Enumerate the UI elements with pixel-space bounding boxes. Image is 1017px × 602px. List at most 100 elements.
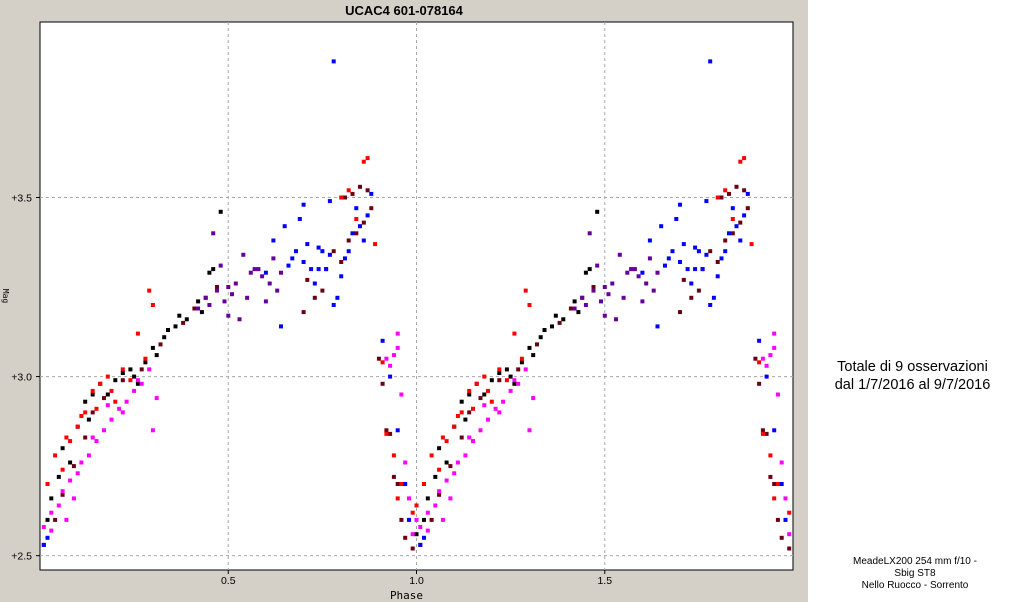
data-point [94, 439, 99, 444]
data-point [339, 195, 344, 200]
data-point [64, 517, 69, 522]
data-point [79, 414, 84, 418]
data-point [380, 338, 385, 343]
data-point [290, 256, 295, 261]
data-point [45, 535, 50, 540]
data-point [455, 414, 460, 418]
data-point [455, 460, 460, 465]
data-point [391, 453, 396, 458]
data-point [60, 489, 65, 494]
data-point [557, 320, 562, 325]
data-point [120, 378, 125, 383]
data-point [768, 353, 773, 358]
data-point [102, 428, 106, 433]
data-point [354, 217, 359, 221]
data-point [147, 288, 152, 293]
data-point [196, 299, 201, 304]
data-point [316, 245, 321, 250]
data-point [343, 195, 347, 200]
data-point [399, 392, 404, 397]
data-point [772, 331, 777, 336]
data-point [177, 313, 182, 318]
data-point [320, 249, 325, 254]
data-point [651, 288, 656, 293]
data-point [437, 467, 442, 472]
data-point [444, 478, 449, 483]
data-point [147, 367, 152, 372]
data-point [745, 191, 750, 196]
data-point [320, 288, 325, 293]
data-point [358, 224, 362, 229]
data-point [772, 428, 777, 433]
data-point [670, 249, 675, 254]
data-point [388, 431, 393, 436]
data-point [128, 367, 133, 372]
data-point [109, 417, 114, 422]
data-point [730, 206, 735, 211]
data-point [768, 453, 773, 458]
data-point [71, 496, 76, 501]
data-point [602, 313, 607, 318]
data-point [640, 270, 645, 275]
data-point [418, 542, 423, 547]
data-point [109, 388, 114, 393]
data-point [286, 263, 291, 268]
data-point [132, 374, 137, 379]
data-point [150, 428, 155, 433]
data-point [384, 431, 389, 436]
data-point [358, 184, 362, 189]
data-point [444, 439, 449, 444]
data-point [512, 381, 517, 386]
data-point [71, 464, 76, 469]
data-point [395, 496, 400, 501]
data-point [489, 378, 494, 383]
data-point [418, 525, 423, 529]
data-point [715, 195, 720, 200]
data-point [678, 202, 682, 207]
data-point [120, 367, 125, 372]
data-point [704, 199, 709, 204]
data-point [742, 188, 747, 193]
data-point [166, 328, 170, 332]
data-point [395, 428, 400, 433]
data-point [158, 342, 163, 347]
data-point [117, 406, 122, 411]
data-point [218, 209, 223, 214]
data-point [636, 274, 641, 279]
data-point [316, 267, 321, 272]
data-point [730, 231, 735, 236]
data-point [527, 345, 532, 350]
data-point [162, 335, 167, 340]
data-point [90, 388, 95, 393]
data-point [68, 460, 73, 465]
data-point [764, 363, 769, 368]
data-point [538, 335, 543, 340]
data-point [391, 353, 396, 358]
data-point [467, 410, 472, 415]
data-point [331, 249, 336, 254]
data-point [463, 417, 468, 422]
data-point [685, 267, 690, 272]
data-point [196, 306, 201, 311]
data-point [678, 260, 682, 264]
telescope-text: MeadeLX200 254 mm f/10 - [853, 556, 977, 567]
data-point [105, 403, 110, 408]
data-point [516, 367, 521, 372]
data-point [422, 482, 426, 486]
data-point [659, 224, 664, 229]
data-point [440, 435, 445, 440]
data-point [60, 492, 65, 497]
data-point [294, 249, 298, 254]
data-point [403, 535, 408, 540]
data-point [587, 231, 592, 236]
data-point [83, 410, 88, 415]
y-axis-label: Mag [1, 289, 10, 304]
data-point [49, 510, 54, 515]
data-point [354, 206, 359, 211]
data-point [459, 410, 464, 415]
data-point [787, 546, 792, 551]
data-point [779, 535, 784, 540]
data-point [663, 263, 667, 268]
data-point [693, 245, 698, 250]
x-tick-label: 1.5 [597, 575, 612, 587]
